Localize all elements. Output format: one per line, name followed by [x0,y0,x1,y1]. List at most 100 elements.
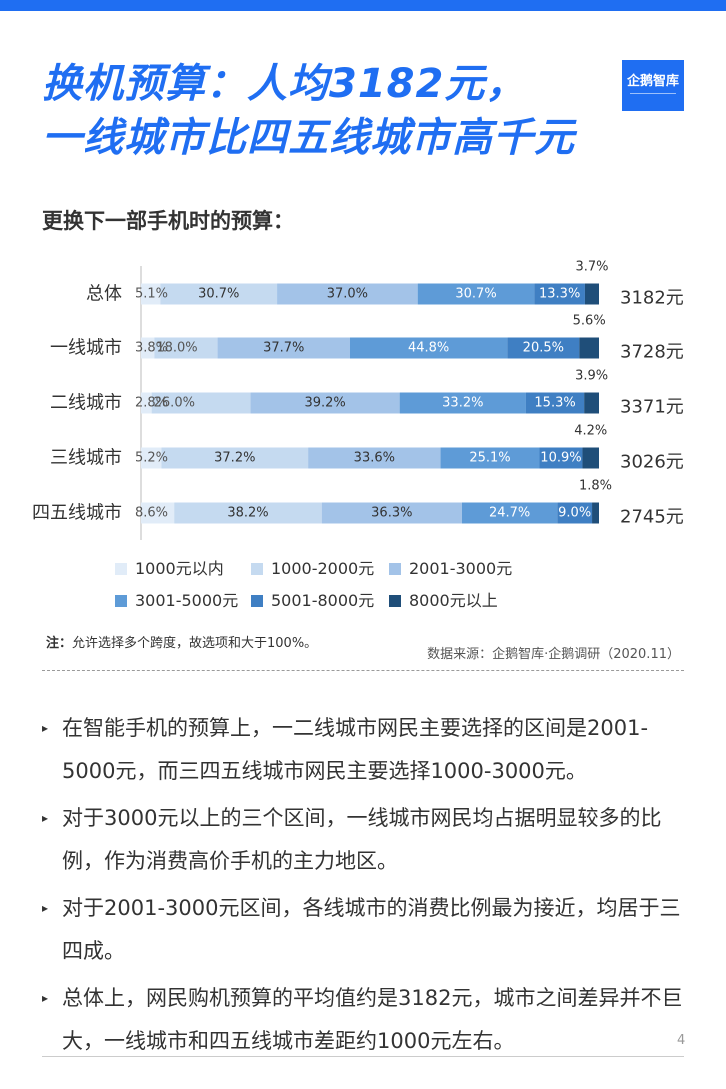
data-label: 37.7% [263,341,304,356]
page-number: 4 [677,1033,686,1048]
insight-bullet: ▸ 对于2001-3000元区间，各线城市的消费比例最为接近，均居于三四成。 [38,887,686,973]
category-label: 四五线城市 [32,503,122,524]
bar-segment [349,337,508,359]
bar-segment [539,447,583,469]
legend-label: 1000元以内 [135,559,224,578]
category-label: 一线城市 [50,338,122,359]
chart-note: 注：允许选择多个跨度，故选项和大于100%。 [46,633,317,655]
top-accent-bar [0,0,726,11]
data-label: 30.7% [198,287,239,302]
data-label: 13.3% [539,287,580,302]
data-label: 15.3% [534,396,575,411]
insight-text: 对于3000元以上的三个区间，一线城市网民均占据明显较多的比例，作为消费高价手机… [62,806,662,873]
data-label: 18.0% [156,341,197,356]
bar-segment [525,392,585,414]
bar-segment [174,502,322,524]
bar-segment [141,392,152,414]
bar-segment [321,502,462,524]
brand-logo-text: 企鹅智库 [626,74,679,89]
category-label: 三线城市 [50,448,122,469]
data-label: 3.7% [575,260,608,275]
bar-segment [277,283,418,305]
bar-segment [417,283,535,305]
category-label: 二线城市 [50,393,122,414]
bullet-triangle-icon: ▸ [42,811,49,825]
average-budget-label: 3182元 [620,288,684,309]
data-label: 5.6% [573,314,606,329]
data-label: 20.5% [523,341,564,356]
data-label: 1.8% [579,479,612,494]
insight-list: ▸ 在智能手机的预算上，一二线城市网民主要选择的区间是2001-5000元，而三四… [38,707,686,1067]
bar-segment [154,337,218,359]
data-label: 2.8% [135,396,168,411]
bar-segment [534,283,585,305]
data-label: 37.2% [214,451,255,466]
data-label: 39.2% [304,396,345,411]
average-budget-label: 2745元 [620,507,684,528]
data-source: 数据来源：企鹅智库·企鹅调研（2020.11） [427,647,680,662]
data-label: 38.2% [227,506,268,521]
data-label: 3.8% [135,341,168,356]
dashed-divider [42,670,684,671]
insight-bullet: ▸ 在智能手机的预算上，一二线城市网民主要选择的区间是2001-5000元，而三四… [38,707,686,793]
bar-segment [579,337,599,359]
bar-segment [141,337,155,359]
page-title-line-1: 换机预算：人均3182元， [42,61,527,107]
bar-segment [217,337,350,359]
bar-segment [399,392,526,414]
bar-segment [584,283,599,305]
legend-swatch [115,563,127,575]
bar-segment [308,447,441,469]
bar-segment [141,447,162,469]
data-label: 37.0% [327,287,368,302]
bar-segment [160,283,278,305]
bar-segment [582,447,599,469]
bullet-triangle-icon: ▸ [42,901,49,915]
data-label: 33.6% [354,451,395,466]
data-label: 30.7% [455,287,496,302]
average-budget-label: 3026元 [620,452,684,473]
bar-segment [141,283,161,305]
bar-segment [151,392,251,414]
bar-segment [557,502,593,524]
data-label: 4.2% [574,424,607,439]
brand-logo: 企鹅智库 [622,60,684,111]
chart-note-prefix: 注： [46,636,73,651]
bullet-triangle-icon: ▸ [42,991,49,1005]
average-budget-label: 3371元 [620,397,684,418]
insight-text: 在智能手机的预算上，一二线城市网民主要选择的区间是2001-5000元，而三四五… [62,716,649,783]
bar-segment [161,447,309,469]
data-label: 25.1% [469,451,510,466]
legend-label: 5001-8000元 [271,591,375,610]
data-label: 5.2% [135,451,168,466]
legend-swatch [389,563,401,575]
data-label: 24.7% [489,506,530,521]
chart-legend: 1000元以内 1000-2000元 2001-3000元 3001-5000元 500… [115,557,615,617]
insight-text: 总体上，网民购机预算的平均值约是3182元，城市之间差异并不巨大，一线城市和四五… [62,986,683,1053]
insight-bullet: ▸ 总体上，网民购机预算的平均值约是3182元，城市之间差异并不巨大，一线城市和四… [38,977,686,1063]
data-label: 36.3% [371,506,412,521]
data-label: 26.0% [154,396,195,411]
data-label: 9.0% [558,506,591,521]
bar-segment [141,502,175,524]
data-label: 5.1% [135,287,168,302]
legend-label: 1000-2000元 [271,559,375,578]
legend-swatch [389,595,401,607]
legend-swatch [115,595,127,607]
page-title-line-2: 一线城市比四五线城市高千元 [42,115,575,161]
bar-segment [507,337,580,359]
legend-swatch [251,563,263,575]
legend-label: 2001-3000元 [409,559,513,578]
legend-swatch [251,595,263,607]
bar-segment [461,502,558,524]
average-budget-label: 3728元 [620,342,684,363]
bar-segment [250,392,400,414]
brand-logo-underline [630,93,676,94]
bar-segment [584,392,599,414]
data-label: 10.9% [540,451,581,466]
legend-label: 3001-5000元 [135,591,239,610]
insight-bullet: ▸ 对于3000元以上的三个区间，一线城市网民均占据明显较多的比例，作为消费高价手… [38,797,686,883]
bar-segment [592,502,599,524]
data-label: 33.2% [442,396,483,411]
